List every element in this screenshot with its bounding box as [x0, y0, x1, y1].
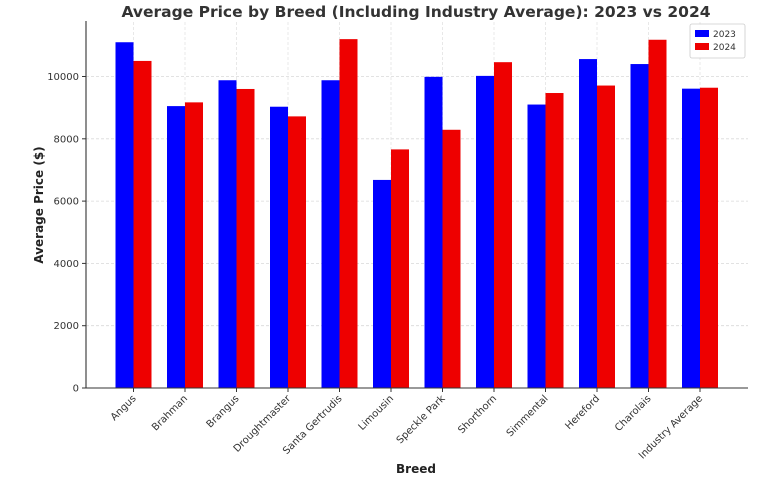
- y-tick-label: 4000: [54, 259, 79, 270]
- x-tick-label: Charolais: [613, 393, 654, 434]
- bars: [115, 39, 718, 389]
- bar-2024-hereford: [597, 85, 615, 389]
- bar-2024-angus: [133, 60, 152, 389]
- legend: 2023 2024: [689, 23, 746, 59]
- x-tick-label: Hereford: [563, 393, 602, 432]
- bar-2024-brahman: [185, 102, 203, 388]
- y-tick-label: 6000: [54, 197, 79, 208]
- bar-2024-speckle-park: [442, 129, 461, 388]
- x-tick-label: Shorthorn: [456, 393, 499, 436]
- bar-2023-brangus: [218, 80, 237, 389]
- bar-2024-charolais: [648, 39, 667, 389]
- y-tick-label: 2000: [54, 321, 79, 332]
- bar-2024-droughtmaster: [288, 116, 306, 388]
- bar-2023-industry-average: [682, 88, 700, 388]
- x-tick-label: Brangus: [205, 393, 242, 430]
- legend-label: 2024: [713, 43, 736, 53]
- x-tick-label: Brahman: [150, 393, 190, 433]
- bar-2023-charolais: [630, 64, 649, 389]
- bar-2024-santa-gertrudis: [339, 39, 358, 388]
- bar-2024-industry-average: [700, 87, 718, 389]
- y-axis-label: Average Price ($): [32, 146, 46, 263]
- bar-2023-hereford: [579, 59, 597, 389]
- bar-2023-limousin: [373, 179, 391, 388]
- bar-2024-shorthorn: [494, 62, 512, 388]
- y-tick-label: 0: [73, 384, 79, 395]
- bar-2024-limousin: [391, 149, 409, 388]
- x-tick-label: Limousin: [357, 393, 397, 433]
- bar-2023-simmental: [527, 104, 546, 388]
- x-tick-label: Angus: [109, 393, 139, 423]
- legend-swatch: [695, 30, 709, 37]
- bar-2023-angus: [115, 42, 134, 389]
- y-tick-label: 8000: [54, 134, 79, 145]
- bar-2024-brangus: [236, 88, 255, 388]
- x-tick-label: Speckle Park: [395, 393, 448, 446]
- chart-title: Average Price by Breed (Including Indust…: [121, 3, 710, 21]
- x-axis-label: Breed: [396, 462, 436, 476]
- legend-swatch: [695, 43, 709, 50]
- bar-2024-simmental: [545, 93, 564, 388]
- bar-2023-shorthorn: [476, 75, 494, 388]
- bar-2023-speckle-park: [424, 76, 443, 388]
- bar-2023-santa-gertrudis: [321, 80, 340, 389]
- x-tick-label: Simmental: [505, 393, 551, 439]
- bar-2023-brahman: [167, 106, 185, 389]
- y-tick-label: 10000: [47, 72, 79, 83]
- legend-label: 2023: [713, 30, 736, 40]
- bar-2023-droughtmaster: [270, 106, 288, 389]
